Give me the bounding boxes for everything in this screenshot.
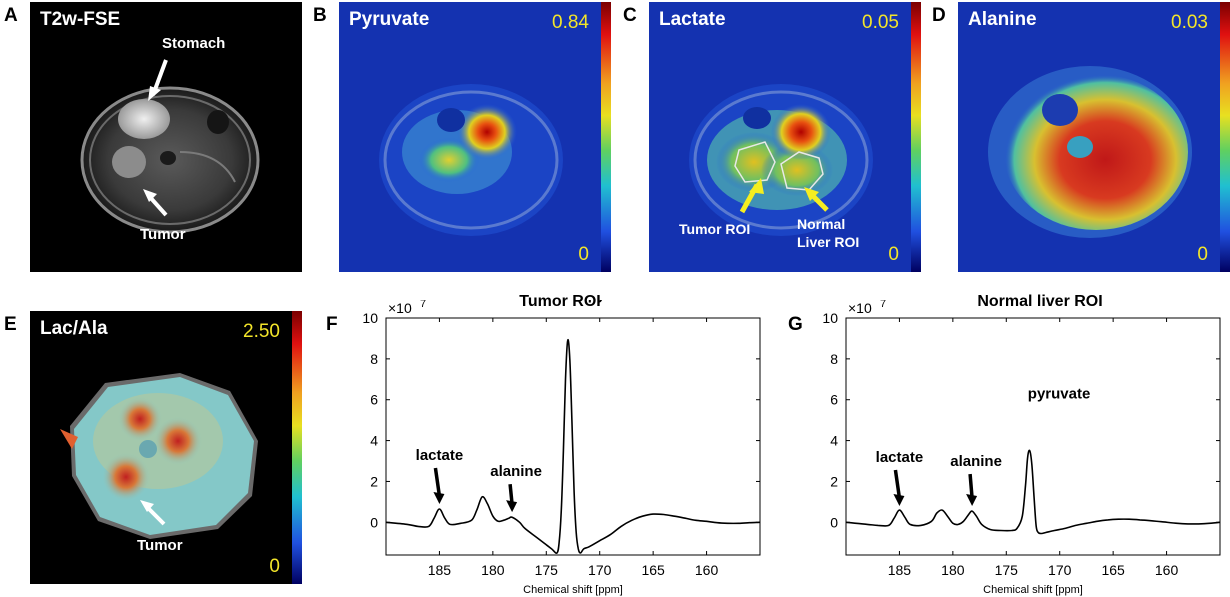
peak-label-pyruvate: pyruvate (1028, 386, 1091, 403)
arrow-icon (145, 505, 166, 526)
peak-arrow-icon (893, 469, 902, 499)
panel-letter-b: B (313, 5, 327, 26)
alanine-max-value: 0.03 (1171, 12, 1208, 33)
mri-pyruvate-map: Pyruvate 0.84 0 (339, 2, 611, 272)
y-tick-label: 10 (362, 310, 378, 326)
lac-ala-min-value: 0 (269, 556, 280, 577)
panel-letter-g: G (788, 314, 803, 335)
mri-alanine-map: Alanine 0.03 0 (958, 2, 1230, 272)
panel-letter-c: C (623, 5, 637, 26)
alanine-min-value: 0 (1197, 244, 1208, 265)
peak-arrow-icon (968, 473, 974, 499)
y-tick-label: 6 (370, 392, 378, 408)
peak-arrowhead-icon (893, 494, 905, 507)
peak-label-pyruvate: pyruvate (588, 300, 651, 304)
tumor-roi-outline (734, 141, 776, 183)
y-tick-label: 0 (830, 514, 838, 530)
alanine-title: Alanine (968, 9, 1037, 30)
peak-arrow-icon (433, 467, 442, 497)
spectrum-chart-tumor: 0 2 4 6 8 10 185 180 175 170 165 160 Chemical shift … (362, 300, 761, 596)
y-tick-label: 10 (822, 310, 838, 326)
mri-t2w-image: T2w-FSE Stomach Tumor (30, 2, 302, 272)
lactate-min-value: 0 (888, 244, 899, 265)
peak-label-lactate: lactate (416, 447, 464, 464)
t2w-title: T2w-FSE (40, 9, 121, 30)
x-tick-label: 175 (995, 562, 1019, 578)
x-tick-label: 165 (1101, 562, 1125, 578)
tumor-label: Tumor (140, 226, 186, 243)
lactate-colorbar (911, 2, 921, 272)
x-tick-label: 160 (695, 562, 719, 578)
mri-lac-ala-map: Lac/Ala 2.50 0 Tumor (30, 311, 302, 584)
x-tick-label: 185 (428, 562, 452, 578)
y-multiplier-exponent: 7 (880, 300, 886, 310)
x-tick-label: 170 (588, 562, 612, 578)
panel-letter-e: E (4, 314, 17, 335)
x-tick-label: 160 (1155, 562, 1179, 578)
peak-arrowhead-icon (966, 494, 978, 507)
peak-arrowhead-icon (433, 492, 445, 505)
peak-arrow-icon (508, 484, 514, 505)
x-tick-label: 180 (941, 562, 965, 578)
pyruvate-max-value: 0.84 (552, 12, 589, 33)
arrow-icon (147, 194, 168, 217)
normal-liver-roi-outline (780, 151, 824, 191)
alanine-heatmap (958, 2, 1220, 272)
lac-ala-max-value: 2.50 (243, 321, 280, 342)
lac-ala-title: Lac/Ala (40, 318, 108, 339)
panel-letter-a: A (4, 5, 18, 26)
x-axis-label: Chemical shift [ppm] (983, 584, 1083, 596)
y-tick-label: 2 (370, 473, 378, 489)
x-tick-label: 185 (888, 562, 912, 578)
x-tick-label: 165 (641, 562, 665, 578)
lac-ala-colorbar (292, 311, 302, 584)
x-tick-label: 180 (481, 562, 505, 578)
alanine-colorbar (1220, 2, 1230, 272)
y-tick-label: 8 (370, 351, 378, 367)
panel-letter-f: F (326, 314, 338, 335)
y-tick-label: 6 (830, 392, 838, 408)
tumor-roi-label: Tumor ROI (679, 221, 751, 237)
lactate-heatmap (649, 2, 911, 272)
lactate-title: Lactate (659, 9, 726, 30)
peak-label-alanine: alanine (490, 463, 542, 480)
x-tick-label: 175 (535, 562, 559, 578)
spectrum-chart-normal-liver: 0 2 4 6 8 10 185 180 175 170 165 160 Chemical shift … (822, 300, 1221, 596)
spectrum-line (385, 338, 761, 554)
y-tick-label: 4 (370, 433, 378, 449)
plot-frame (845, 317, 1221, 556)
peak-arrowhead-icon (506, 500, 518, 513)
normal-roi-label-line1: Normal (797, 216, 846, 232)
y-tick-label: 4 (830, 433, 838, 449)
y-tick-label: 0 (370, 514, 378, 530)
plot-frame (385, 317, 761, 556)
pyruvate-colorbar (601, 2, 611, 272)
y-multiplier: ×10 (848, 300, 872, 316)
lactate-max-value: 0.05 (862, 12, 899, 33)
lac-ala-heatmap (60, 373, 258, 539)
x-axis-label: Chemical shift [ppm] (523, 584, 623, 596)
t2w-anatomy (80, 59, 260, 234)
y-tick-label: 2 (830, 473, 838, 489)
peak-label-lactate: lactate (876, 449, 924, 466)
spectrum-line (845, 449, 1221, 535)
panel-letter-d: D (932, 5, 946, 26)
pyruvate-title: Pyruvate (349, 9, 430, 30)
chart-f-title: Tumor ROI (519, 293, 601, 310)
y-multiplier: ×10 (388, 300, 412, 316)
normal-roi-label-line2: Liver ROI (797, 234, 860, 250)
peak-label-alanine: alanine (950, 453, 1002, 470)
y-tick-label: 8 (830, 351, 838, 367)
y-multiplier-exponent: 7 (420, 300, 426, 310)
mri-lactate-map: Lactate 0.05 0 Tumor ROI Normal Liver RO… (649, 2, 921, 272)
tumor-label-e: Tumor (137, 537, 183, 554)
pyruvate-min-value: 0 (578, 244, 589, 265)
chart-g-title: Normal liver ROI (977, 293, 1103, 310)
x-tick-label: 170 (1048, 562, 1072, 578)
stomach-label: Stomach (162, 35, 226, 52)
pyruvate-heatmap (339, 2, 601, 272)
